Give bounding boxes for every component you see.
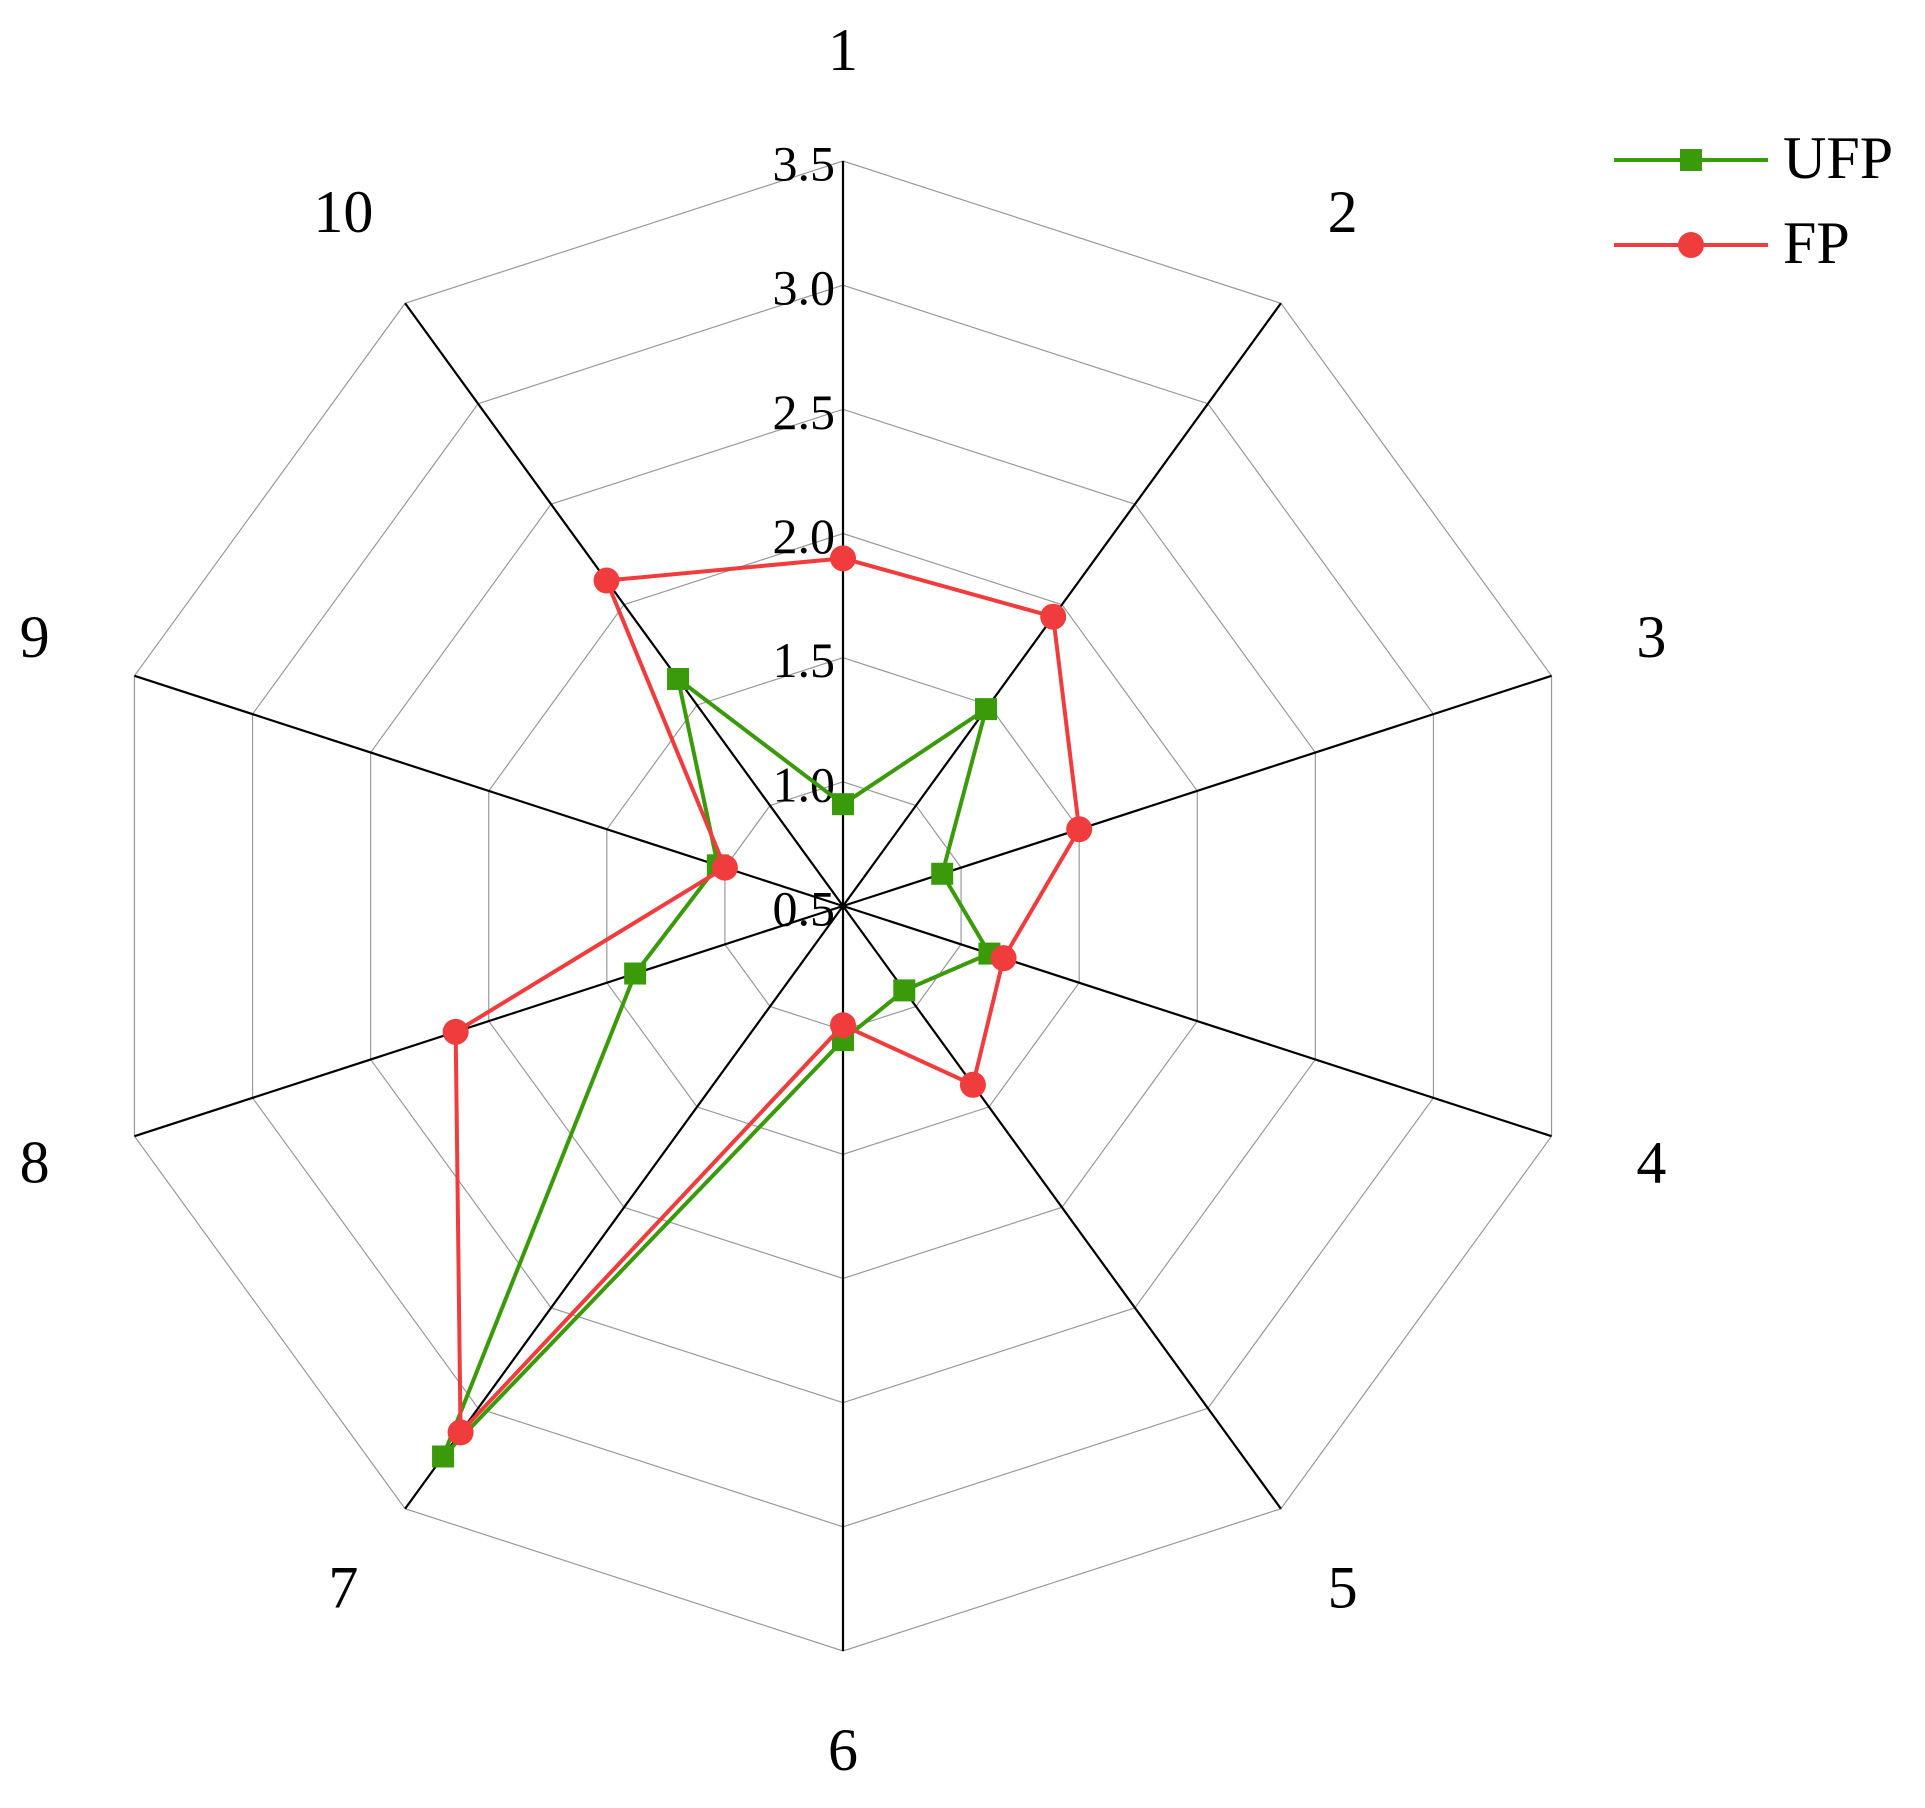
r-tick-label: 3.5 — [773, 135, 836, 191]
marker — [975, 698, 998, 721]
legend-label: FP — [1783, 210, 1850, 276]
r-tick-label: 2.5 — [773, 384, 836, 440]
category-label: 3 — [1636, 604, 1666, 670]
marker — [432, 1445, 455, 1468]
category-label: 6 — [828, 1717, 858, 1783]
marker — [442, 1018, 469, 1045]
spoke — [842, 302, 1282, 907]
spoke — [842, 904, 1552, 1138]
marker — [830, 1012, 856, 1039]
marker — [667, 667, 690, 690]
marker — [830, 545, 856, 572]
marker — [624, 962, 647, 985]
series-line — [441, 674, 993, 1458]
category-label: 5 — [1328, 1554, 1358, 1620]
category-label: 9 — [20, 604, 50, 670]
spoke — [842, 905, 1282, 1510]
r-tick-label: 1.5 — [773, 632, 836, 688]
marker — [447, 1419, 474, 1446]
category-label: 4 — [1636, 1129, 1666, 1195]
category-label: 7 — [328, 1554, 358, 1620]
marker — [593, 567, 620, 594]
marker — [832, 793, 854, 816]
marker — [711, 854, 738, 881]
spoke — [842, 674, 1552, 908]
marker — [1040, 603, 1067, 630]
legend-marker — [1680, 149, 1702, 171]
series-line — [453, 556, 1082, 1438]
category-label: 10 — [313, 179, 373, 245]
category-label: 1 — [828, 17, 858, 83]
r-tick-label: 1.0 — [773, 756, 836, 812]
r-tick-label: 3.0 — [773, 260, 836, 316]
r-tick-label: 2.0 — [773, 508, 836, 564]
category-label: 2 — [1328, 179, 1358, 245]
marker — [959, 1071, 986, 1098]
marker — [893, 979, 916, 1002]
marker — [931, 862, 954, 885]
category-label: 8 — [20, 1129, 50, 1195]
marker — [1066, 816, 1093, 843]
spoke — [404, 905, 844, 1510]
spoke — [134, 904, 844, 1138]
r-tick-label: 0.5 — [773, 880, 836, 936]
spoke — [404, 302, 844, 907]
legend-marker — [1678, 232, 1704, 258]
legend-label: UFP — [1783, 125, 1893, 191]
marker — [990, 945, 1017, 972]
